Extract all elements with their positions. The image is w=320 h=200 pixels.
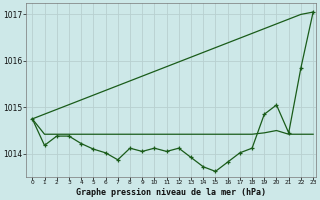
X-axis label: Graphe pression niveau de la mer (hPa): Graphe pression niveau de la mer (hPa) xyxy=(76,188,266,197)
